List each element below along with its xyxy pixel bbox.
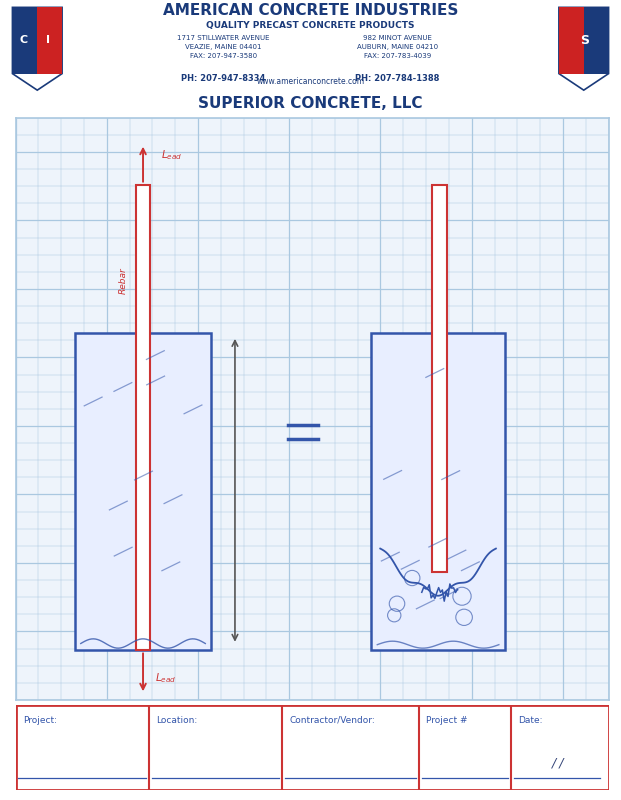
Bar (135, 185, 150, 650)
Text: C: C (19, 35, 28, 46)
Text: Date:: Date: (518, 716, 542, 725)
Text: / /: / / (552, 756, 564, 769)
Text: 982 MINOT AVENUE
AUBURN, MAINE 04210
FAX: 207-783-4039: 982 MINOT AVENUE AUBURN, MAINE 04210 FAX… (357, 35, 438, 59)
Text: Rebar: Rebar (119, 267, 128, 294)
Text: Project #: Project # (426, 716, 468, 725)
Polygon shape (584, 7, 609, 74)
Text: SUPERIOR CONCRETE, LLC: SUPERIOR CONCRETE, LLC (198, 96, 423, 110)
Polygon shape (12, 7, 62, 90)
Bar (432, 185, 447, 572)
FancyBboxPatch shape (75, 333, 211, 650)
Text: Contractor/Vendor:: Contractor/Vendor: (289, 716, 375, 725)
Text: PH: 207-947-8334: PH: 207-947-8334 (181, 74, 266, 82)
Polygon shape (559, 7, 584, 74)
Text: Project:: Project: (22, 716, 57, 725)
FancyBboxPatch shape (371, 333, 505, 650)
Text: S: S (581, 34, 589, 47)
Text: I: I (47, 35, 50, 46)
Text: Location:: Location: (156, 716, 197, 725)
Text: QUALITY PRECAST CONCRETE PRODUCTS: QUALITY PRECAST CONCRETE PRODUCTS (206, 21, 415, 30)
Text: www.americanconcrete.com: www.americanconcrete.com (256, 78, 365, 86)
Text: $L_{ead}$: $L_{ead}$ (161, 149, 182, 162)
Text: PH: 207-784-1388: PH: 207-784-1388 (355, 74, 440, 82)
Text: 1717 STILLWATER AVENUE
VEAZIE, MAINE 04401
FAX: 207-947-3580: 1717 STILLWATER AVENUE VEAZIE, MAINE 044… (178, 35, 270, 59)
Text: AMERICAN CONCRETE INDUSTRIES: AMERICAN CONCRETE INDUSTRIES (163, 2, 458, 18)
Polygon shape (12, 7, 37, 74)
Text: $L_{ead}$: $L_{ead}$ (155, 671, 176, 685)
Polygon shape (37, 7, 62, 74)
Polygon shape (559, 7, 609, 90)
